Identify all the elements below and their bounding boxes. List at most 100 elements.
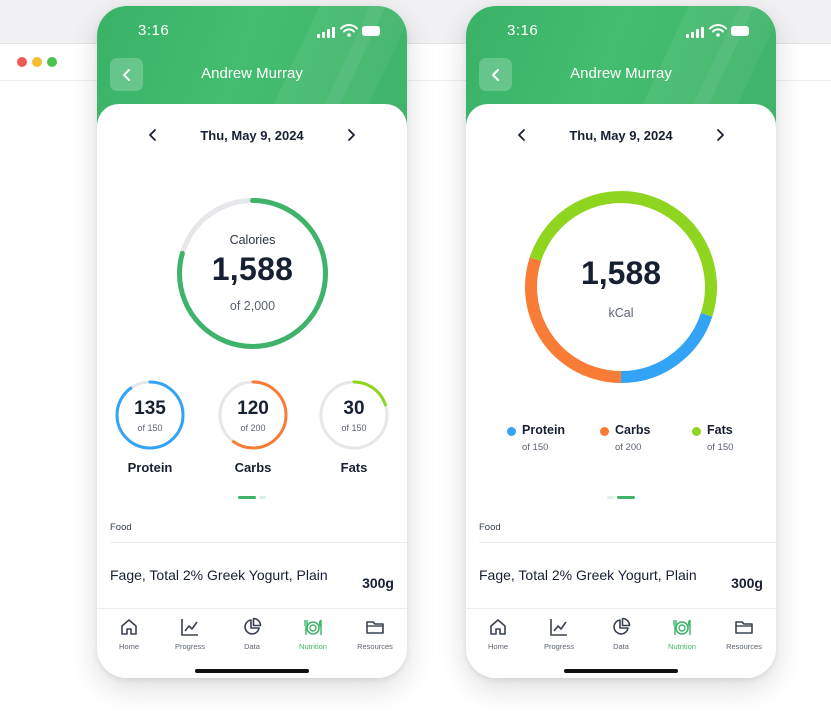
date-navigator: Thu, May 9, 2024 bbox=[97, 104, 407, 168]
food-section-header: Food bbox=[479, 522, 501, 533]
close-window-button[interactable] bbox=[17, 57, 27, 67]
legend-goal: of 200 bbox=[615, 442, 642, 453]
signal-icon bbox=[317, 34, 320, 38]
pie-chart-icon bbox=[613, 617, 631, 635]
tab-resources[interactable]: Resources bbox=[345, 617, 405, 653]
legend-name: Carbs bbox=[615, 423, 651, 437]
back-button[interactable] bbox=[110, 58, 143, 91]
back-button[interactable] bbox=[479, 58, 512, 91]
tab-resources[interactable]: Resources bbox=[714, 617, 774, 653]
macro-ring-protein bbox=[115, 380, 185, 450]
tab-data[interactable]: Data bbox=[591, 617, 651, 653]
page-indicator bbox=[238, 496, 268, 499]
legend-dot bbox=[507, 427, 516, 436]
tab-data[interactable]: Data bbox=[222, 617, 282, 653]
donut-segment-carbs bbox=[525, 191, 717, 383]
content-sheet: Thu, May 9, 2024 Calories 1,588 of 2,000… bbox=[97, 104, 407, 678]
next-day-button[interactable] bbox=[343, 127, 359, 143]
status-time: 3:16 bbox=[138, 22, 170, 39]
food-item-name[interactable]: Fage, Total 2% Greek Yogurt, Plain bbox=[110, 567, 328, 583]
calories-ring-progress bbox=[177, 198, 328, 349]
macro-name: Fats bbox=[340, 460, 368, 475]
macro-carbs[interactable]: 120 of 200 Carbs bbox=[217, 379, 289, 475]
page-indicator bbox=[607, 496, 637, 499]
folder-icon bbox=[735, 621, 753, 634]
tab-nutrition[interactable]: Nutrition bbox=[283, 617, 343, 653]
kcal-value: 1,588 bbox=[580, 255, 662, 291]
tab-label: Home bbox=[487, 642, 508, 651]
page-dot-active[interactable] bbox=[238, 496, 256, 499]
home-indicator bbox=[195, 669, 309, 673]
page-dot[interactable] bbox=[607, 496, 614, 499]
divider bbox=[479, 542, 776, 543]
trend-chart-icon bbox=[550, 619, 567, 636]
tab-label: Nutrition bbox=[668, 642, 696, 651]
food-section-header: Food bbox=[110, 522, 132, 533]
bottom-tab-bar: Home Progress Data Nutrition bbox=[97, 608, 407, 678]
macros-donut-chart: 1,588 kCal bbox=[523, 189, 719, 385]
tab-label: Resources bbox=[726, 642, 762, 651]
macro-ring-carbs bbox=[218, 380, 288, 450]
legend-name: Fats bbox=[707, 423, 733, 437]
macro-value: 30 bbox=[343, 398, 365, 419]
tab-label: Progress bbox=[174, 642, 205, 651]
legend-goal: of 150 bbox=[522, 442, 549, 453]
divider bbox=[110, 542, 407, 543]
calories-ring: Calories 1,588 of 2,000 bbox=[174, 195, 331, 352]
tab-label: Progress bbox=[543, 642, 574, 651]
macro-goal: of 150 bbox=[341, 423, 367, 433]
legend-dot bbox=[692, 427, 701, 436]
page-title: Andrew Murray bbox=[570, 65, 672, 82]
macro-name: Carbs bbox=[234, 460, 272, 475]
status-time: 3:16 bbox=[507, 22, 539, 39]
chevron-left-icon bbox=[491, 68, 499, 81]
tab-label: Data bbox=[613, 642, 629, 651]
tab-home[interactable]: Home bbox=[99, 617, 159, 653]
calories-label: Calories bbox=[229, 233, 276, 247]
macro-protein[interactable]: 135 of 150 Protein bbox=[114, 379, 186, 475]
wifi-icon bbox=[340, 24, 358, 37]
wifi-icon bbox=[709, 24, 727, 37]
home-indicator bbox=[564, 669, 678, 673]
macro-goal: of 150 bbox=[137, 423, 163, 433]
macro-fats[interactable]: 30 of 150 Fats bbox=[318, 379, 390, 475]
plate-icon bbox=[673, 619, 691, 635]
signal-icon bbox=[686, 34, 689, 38]
status-icons bbox=[317, 24, 381, 38]
status-icons bbox=[686, 24, 750, 38]
chevron-left-icon bbox=[122, 68, 130, 81]
page-dot[interactable] bbox=[259, 496, 266, 499]
plate-icon bbox=[304, 619, 322, 635]
next-day-button[interactable] bbox=[712, 127, 728, 143]
trend-chart-icon bbox=[181, 619, 198, 636]
tab-label: Nutrition bbox=[299, 642, 327, 651]
bottom-tab-bar: Home Progress Data Nutrition bbox=[466, 608, 776, 678]
food-item-name[interactable]: Fage, Total 2% Greek Yogurt, Plain bbox=[479, 567, 697, 583]
minimize-window-button[interactable] bbox=[32, 57, 42, 67]
date-label: Thu, May 9, 2024 bbox=[569, 128, 673, 143]
page-title: Andrew Murray bbox=[201, 65, 303, 82]
pie-chart-icon bbox=[244, 617, 262, 635]
macro-value: 135 bbox=[134, 398, 166, 419]
tab-nutrition[interactable]: Nutrition bbox=[652, 617, 712, 653]
macro-goal: of 200 bbox=[240, 423, 266, 433]
legend-dot bbox=[600, 427, 609, 436]
tab-home[interactable]: Home bbox=[468, 617, 528, 653]
folder-icon bbox=[366, 621, 384, 634]
home-icon bbox=[490, 619, 506, 635]
content-sheet: Thu, May 9, 2024 1,588 kCal Protein of 1… bbox=[466, 104, 776, 678]
macro-value: 120 bbox=[237, 398, 269, 419]
food-item-amount: 300g bbox=[362, 575, 394, 591]
tab-progress[interactable]: Progress bbox=[529, 617, 589, 653]
tab-label: Resources bbox=[357, 642, 393, 651]
legend-name: Protein bbox=[522, 423, 566, 437]
calories-value: 1,588 bbox=[211, 251, 294, 287]
tab-progress[interactable]: Progress bbox=[160, 617, 220, 653]
maximize-window-button[interactable] bbox=[47, 57, 57, 67]
browser-title-bar bbox=[0, 44, 831, 81]
battery-icon bbox=[362, 26, 380, 36]
tab-label: Data bbox=[244, 642, 260, 651]
previous-day-button[interactable] bbox=[514, 127, 530, 143]
previous-day-button[interactable] bbox=[145, 127, 161, 143]
page-dot-active[interactable] bbox=[617, 496, 635, 499]
